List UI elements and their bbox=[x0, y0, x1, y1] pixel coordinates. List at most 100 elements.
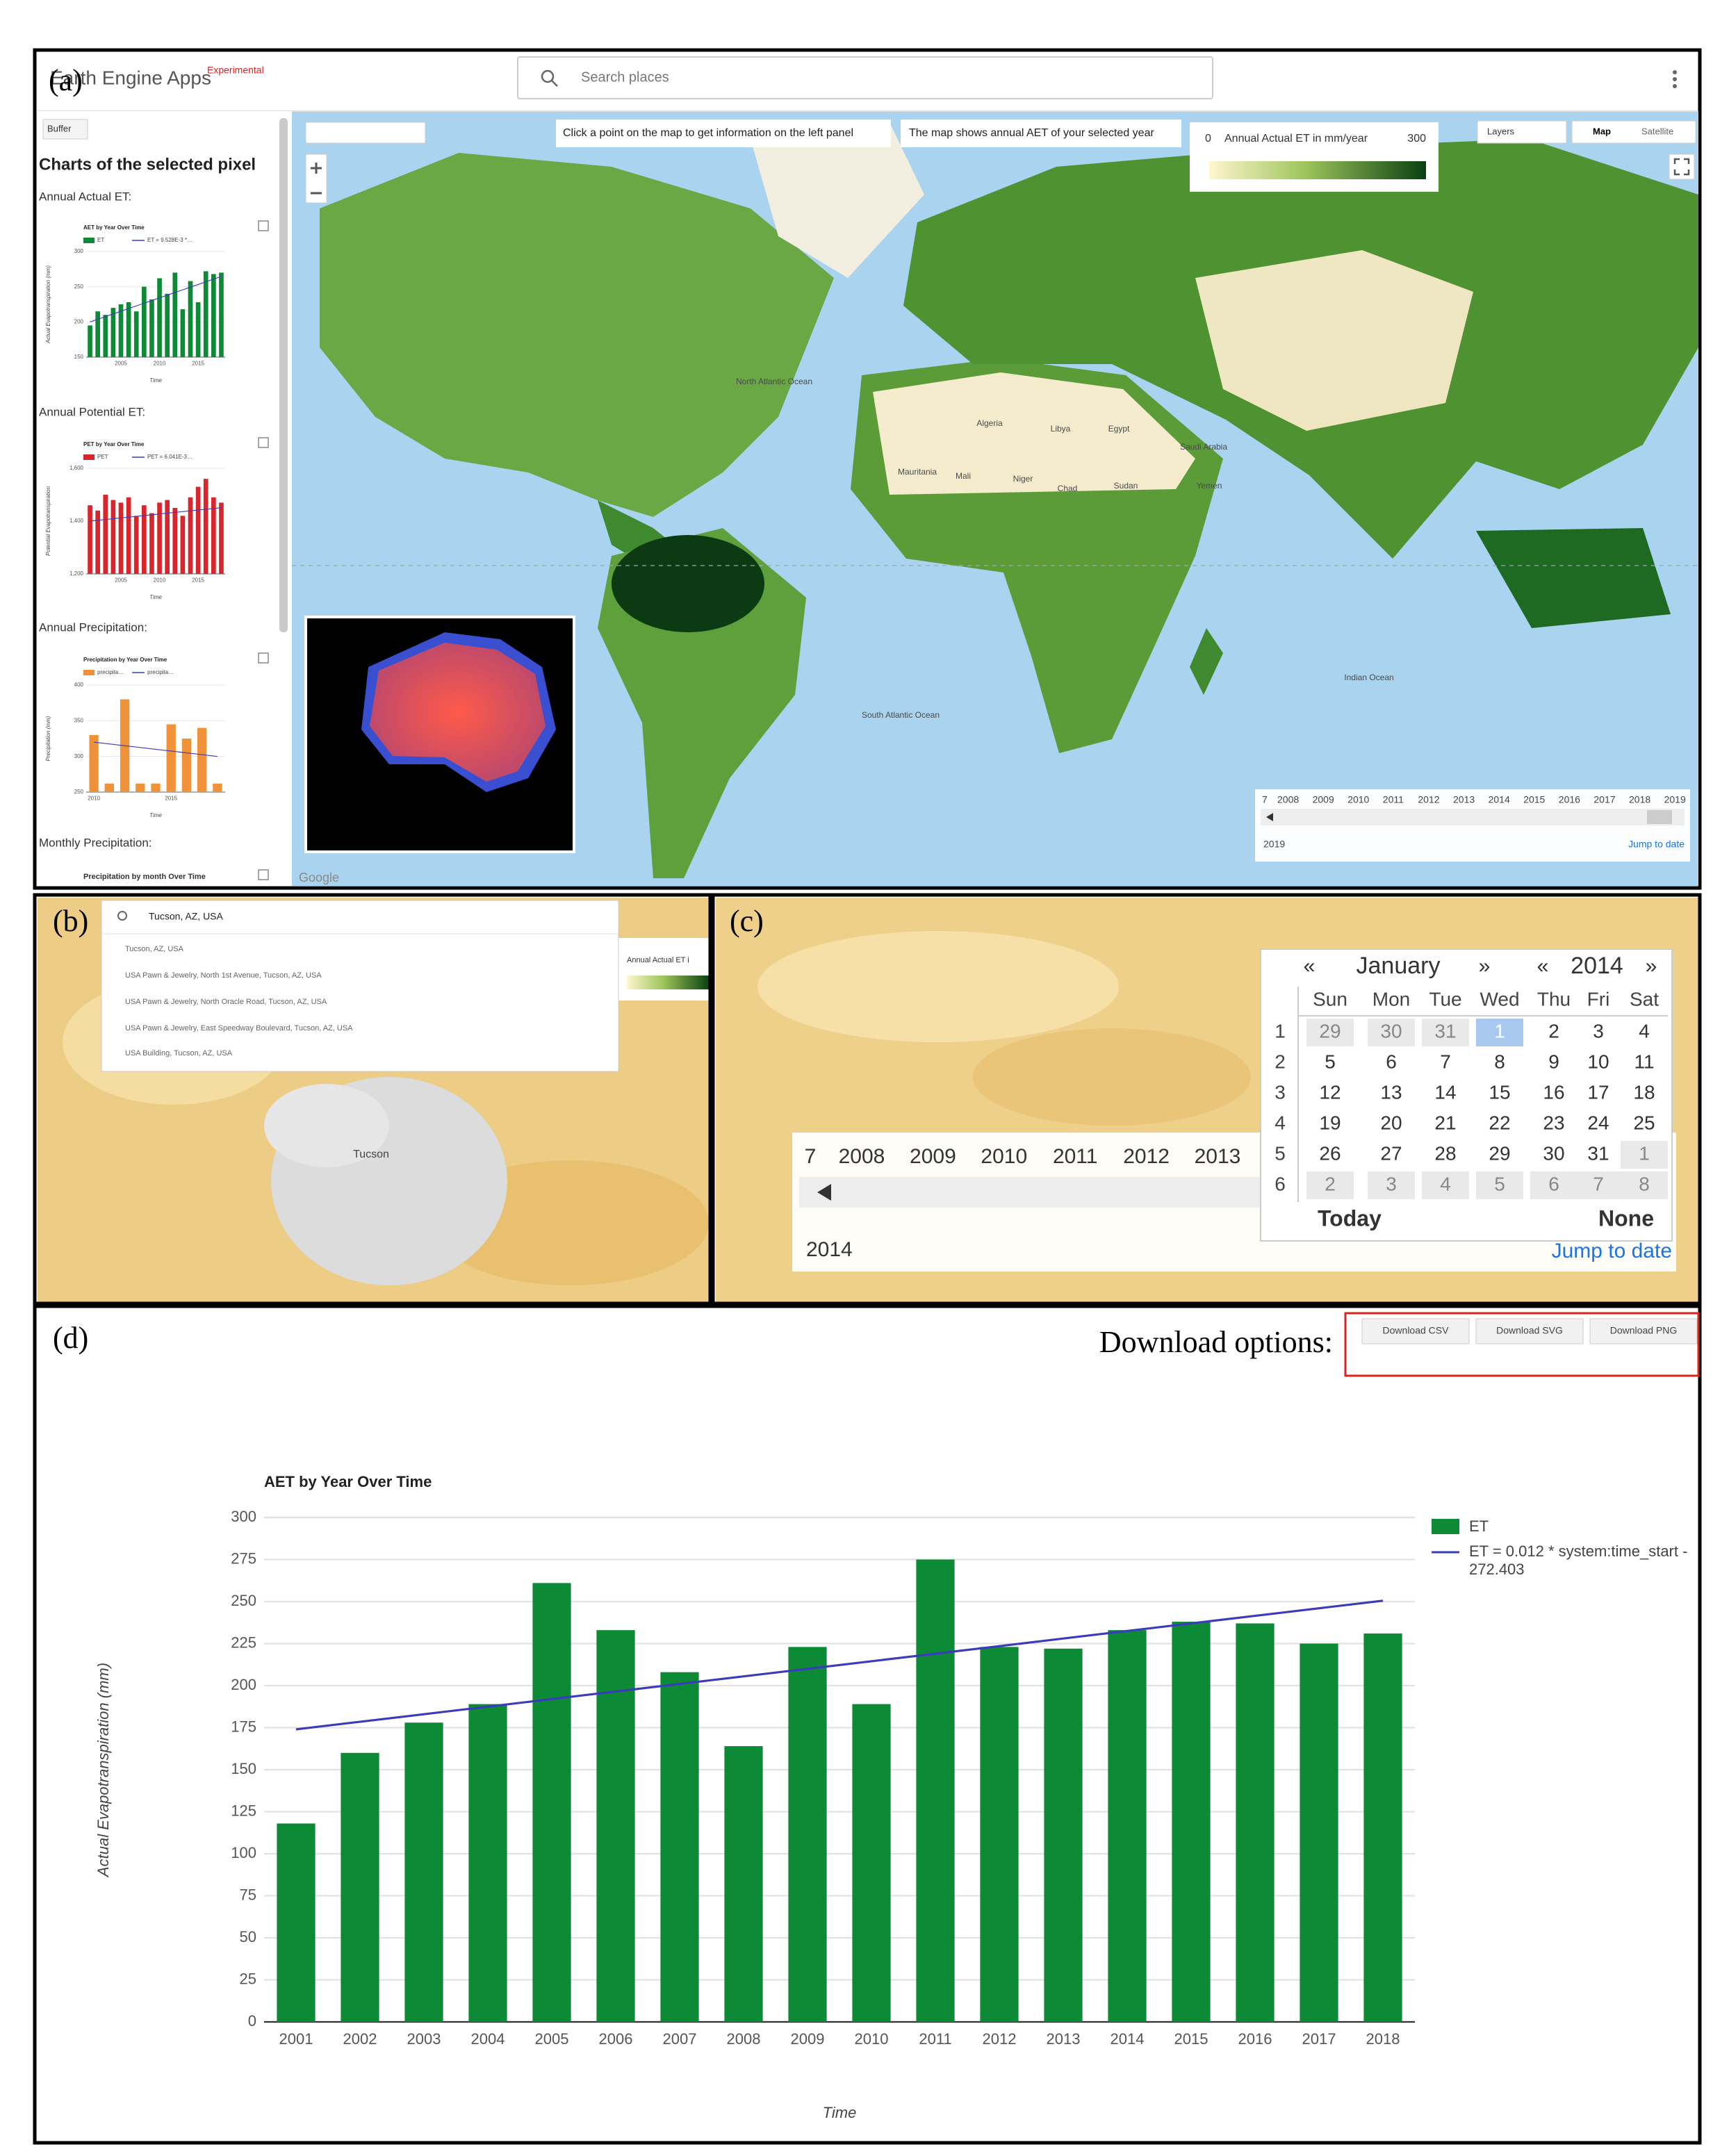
map-type[interactable]: Satellite bbox=[1641, 126, 1673, 136]
calendar-day[interactable]: 14 bbox=[1434, 1081, 1456, 1103]
calendar-day[interactable]: 20 bbox=[1380, 1112, 1402, 1133]
calendar-other-month-cell[interactable] bbox=[1476, 1171, 1523, 1199]
calendar-day[interactable]: 9 bbox=[1548, 1051, 1559, 1072]
calendar-day[interactable]: 27 bbox=[1380, 1142, 1402, 1164]
download-button[interactable] bbox=[1589, 1318, 1698, 1344]
fullscreen-button[interactable] bbox=[1669, 154, 1695, 180]
calendar-day[interactable]: 2 bbox=[1548, 1020, 1559, 1042]
timeline-year[interactable]: 2012 bbox=[1123, 1145, 1170, 1168]
menu-icon[interactable] bbox=[1673, 70, 1677, 88]
calendar-other-month-cell[interactable] bbox=[1306, 1019, 1354, 1046]
timeline-year[interactable]: 2013 bbox=[1195, 1145, 1241, 1168]
open-chart-icon[interactable] bbox=[258, 869, 269, 880]
calendar-day[interactable]: 1 bbox=[1639, 1142, 1650, 1164]
calendar-other-month-cell[interactable] bbox=[1306, 1171, 1354, 1199]
calendar-nav[interactable]: « bbox=[1537, 955, 1549, 978]
calendar-day[interactable]: 7 bbox=[1440, 1051, 1451, 1072]
timeline-year[interactable]: 2008 bbox=[1277, 794, 1299, 805]
open-chart-icon[interactable] bbox=[258, 220, 269, 231]
timeline-year[interactable]: 2016 bbox=[1559, 794, 1580, 805]
timeline-slider[interactable] bbox=[1261, 809, 1685, 825]
calendar-selected-cell[interactable] bbox=[1476, 1019, 1523, 1046]
calendar-nav[interactable]: » bbox=[1646, 955, 1657, 978]
timeline-thumb[interactable] bbox=[1647, 810, 1672, 824]
calendar-other-month-cell[interactable] bbox=[1530, 1171, 1578, 1199]
calendar-day[interactable]: 23 bbox=[1543, 1112, 1564, 1133]
zoom-control[interactable] bbox=[305, 154, 327, 204]
scrollbar[interactable] bbox=[279, 118, 288, 632]
timeline-slider[interactable] bbox=[799, 1177, 1265, 1208]
search-suggestion[interactable]: USA Pawn & Jewelry, East Speedway Boulev… bbox=[125, 1024, 353, 1032]
calendar-day[interactable]: 5 bbox=[1494, 1173, 1505, 1194]
buffer-select[interactable] bbox=[42, 119, 88, 140]
search-suggestion[interactable]: USA Building, Tucson, AZ, USA bbox=[125, 1049, 233, 1058]
timeline-arrow[interactable] bbox=[817, 1184, 831, 1201]
calendar-day[interactable]: 31 bbox=[1587, 1142, 1609, 1164]
buffer-label[interactable]: Buffer bbox=[47, 123, 72, 133]
timeline-year[interactable]: 2012 bbox=[1418, 794, 1439, 805]
calendar-other-month-cell[interactable] bbox=[1368, 1019, 1415, 1046]
timeline-year[interactable]: 2013 bbox=[1453, 794, 1475, 805]
calendar-today[interactable]: Today bbox=[1318, 1205, 1382, 1231]
calendar-day[interactable]: 4 bbox=[1639, 1020, 1650, 1042]
calendar-other-month-cell[interactable] bbox=[1575, 1171, 1622, 1199]
timeline-year[interactable]: 2008 bbox=[839, 1145, 885, 1168]
calendar-day[interactable]: 30 bbox=[1543, 1142, 1564, 1164]
timeline-jump[interactable]: Jump to date bbox=[1552, 1240, 1672, 1262]
calendar-day[interactable]: 5 bbox=[1325, 1051, 1336, 1072]
timeline-year[interactable]: 7 bbox=[1262, 794, 1268, 805]
calendar-day[interactable]: 1 bbox=[1494, 1020, 1505, 1042]
timeline-arrow[interactable] bbox=[1266, 813, 1273, 821]
calendar-day[interactable]: 3 bbox=[1386, 1173, 1397, 1194]
search-suggestion[interactable]: Tucson, AZ, USA bbox=[125, 945, 184, 953]
timeline-year[interactable]: 2010 bbox=[981, 1145, 1027, 1168]
timeline-year[interactable]: 7 bbox=[805, 1145, 817, 1168]
calendar-day[interactable]: 12 bbox=[1319, 1081, 1341, 1103]
calendar-day[interactable]: 28 bbox=[1434, 1142, 1456, 1164]
timeline-year[interactable]: 2009 bbox=[910, 1145, 956, 1168]
calendar-day[interactable]: 31 bbox=[1434, 1020, 1456, 1042]
layers-label[interactable]: Layers bbox=[1487, 126, 1515, 136]
calendar-day[interactable]: 3 bbox=[1593, 1020, 1604, 1042]
calendar-day[interactable]: 13 bbox=[1380, 1081, 1402, 1103]
calendar-day[interactable]: 15 bbox=[1489, 1081, 1510, 1103]
download-button-label[interactable]: Download SVG bbox=[1496, 1325, 1563, 1336]
search-box[interactable] bbox=[517, 56, 1213, 99]
calendar-day[interactable]: 19 bbox=[1319, 1112, 1341, 1133]
calendar-other-month-cell[interactable] bbox=[1422, 1171, 1469, 1199]
calendar-day[interactable]: 6 bbox=[1548, 1173, 1559, 1194]
search-suggestion[interactable]: USA Pawn & Jewelry, North 1st Avenue, Tu… bbox=[125, 971, 322, 980]
search-dropdown[interactable] bbox=[101, 900, 619, 1072]
calendar-day[interactable]: 24 bbox=[1587, 1112, 1609, 1133]
layers-select[interactable] bbox=[1477, 120, 1567, 144]
search-input[interactable]: Tucson, AZ, USA bbox=[149, 911, 224, 922]
timeline-year[interactable]: 2010 bbox=[1347, 794, 1369, 805]
calendar-day[interactable]: 4 bbox=[1440, 1173, 1451, 1194]
calendar-other-month-cell[interactable] bbox=[1368, 1171, 1415, 1199]
calendar-day[interactable]: 22 bbox=[1489, 1112, 1510, 1133]
download-button-label[interactable]: Download PNG bbox=[1610, 1325, 1678, 1336]
timeline-year[interactable]: 2019 bbox=[1664, 794, 1686, 805]
calendar-day[interactable]: 26 bbox=[1319, 1142, 1341, 1164]
timeline-year[interactable]: 2014 bbox=[1489, 794, 1510, 805]
map-type-control[interactable] bbox=[1571, 120, 1696, 144]
calendar-day[interactable]: 7 bbox=[1593, 1173, 1604, 1194]
map-type[interactable]: Map bbox=[1593, 126, 1611, 136]
timeline-year[interactable]: 2011 bbox=[1383, 794, 1404, 805]
calendar-none[interactable]: None bbox=[1598, 1205, 1654, 1231]
calendar-day[interactable]: 8 bbox=[1494, 1051, 1505, 1072]
timeline-jump[interactable]: Jump to date bbox=[1628, 839, 1685, 850]
calendar-day[interactable]: 29 bbox=[1489, 1142, 1510, 1164]
calendar-day[interactable]: 25 bbox=[1633, 1112, 1655, 1133]
calendar-day[interactable]: 18 bbox=[1633, 1081, 1655, 1103]
calendar-other-month-cell[interactable] bbox=[1621, 1171, 1668, 1199]
timeline-year[interactable]: 2011 bbox=[1053, 1145, 1098, 1168]
search-suggestion[interactable]: USA Pawn & Jewelry, North Oracle Road, T… bbox=[125, 998, 327, 1006]
calendar-day[interactable]: 29 bbox=[1319, 1020, 1341, 1042]
download-button[interactable] bbox=[1475, 1318, 1584, 1344]
calendar-day[interactable]: 6 bbox=[1386, 1051, 1397, 1072]
calendar-nav[interactable]: » bbox=[1479, 955, 1491, 978]
open-chart-icon[interactable] bbox=[258, 437, 269, 448]
timeline-year[interactable]: 2015 bbox=[1523, 794, 1545, 805]
calendar-day[interactable]: 8 bbox=[1639, 1173, 1650, 1194]
